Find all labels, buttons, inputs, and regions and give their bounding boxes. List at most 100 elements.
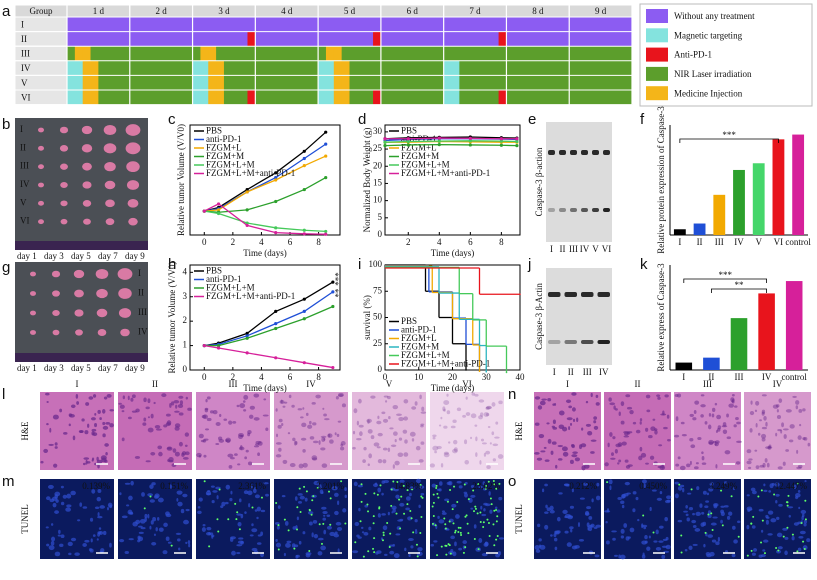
schedule-slot	[74, 46, 84, 61]
nucleus	[409, 486, 415, 490]
cell	[63, 431, 68, 435]
nucleus	[45, 496, 51, 501]
nucleus	[584, 510, 590, 516]
nucleus	[126, 504, 130, 507]
nucleus	[704, 505, 709, 509]
apoptotic-cell	[287, 529, 290, 532]
legend-label: FZGM+L	[206, 143, 242, 153]
schedule-slot	[365, 60, 374, 76]
cell	[181, 452, 185, 457]
schedule-slot	[247, 31, 256, 47]
nucleus	[617, 497, 622, 501]
nucleus	[787, 506, 794, 509]
bar	[703, 357, 720, 370]
group-label: V	[386, 379, 393, 389]
data-point	[437, 142, 441, 147]
cell	[165, 413, 171, 417]
schedule-slot	[506, 31, 515, 47]
cell	[465, 396, 468, 400]
schedule-slot	[129, 46, 139, 61]
cell	[551, 441, 557, 445]
schedule-slot	[537, 75, 547, 90]
nucleus	[147, 493, 153, 497]
schedule-slot	[451, 60, 460, 76]
x-tick-label: 40	[516, 372, 526, 382]
nucleus	[312, 520, 318, 524]
schedule-slot	[247, 90, 256, 105]
tumor	[38, 164, 44, 170]
cell	[541, 398, 548, 401]
nucleus	[298, 501, 303, 504]
cell	[471, 392, 476, 396]
apoptotic-cell	[364, 492, 367, 495]
day-label: day 1	[17, 363, 37, 373]
schedule-slot	[239, 17, 248, 32]
schedule-slot	[106, 31, 115, 47]
tumor	[96, 308, 108, 318]
nucleus	[418, 504, 421, 509]
panel-letter: a	[2, 3, 11, 20]
cell	[432, 434, 437, 438]
nucleus	[768, 490, 772, 493]
significance-label: ***	[722, 130, 736, 140]
cell	[302, 449, 306, 453]
cell	[754, 409, 758, 413]
apoptotic-cell	[435, 487, 438, 490]
band	[570, 150, 577, 155]
nucleus	[451, 503, 457, 508]
apoptotic-cell	[400, 495, 403, 498]
nucleus	[291, 543, 296, 548]
legend-label: Medicine Injection	[674, 88, 743, 98]
cell	[656, 394, 661, 397]
cell	[571, 392, 577, 396]
lane-label: IV	[599, 367, 609, 377]
y-tick-label: 0	[378, 229, 383, 239]
y-tick-label: 4	[183, 266, 188, 276]
schedule-slot	[522, 75, 531, 90]
apoptotic-cell	[305, 490, 308, 493]
cell	[714, 440, 720, 444]
band	[559, 208, 566, 212]
nucleus	[778, 503, 783, 507]
nucleus	[688, 506, 694, 511]
cell	[576, 417, 579, 423]
nucleus	[77, 519, 81, 522]
schedule-slot	[176, 46, 186, 61]
nucleus	[473, 524, 477, 529]
schedule-slot	[223, 46, 233, 61]
nucleus	[333, 533, 339, 538]
schedule-slot	[600, 31, 609, 47]
cell	[153, 401, 156, 405]
nucleus	[62, 494, 68, 499]
cell	[292, 437, 296, 442]
x-tick-label: control	[785, 237, 811, 247]
schedule-slot	[169, 60, 178, 76]
apoptotic-cell	[388, 545, 391, 548]
panel-letter: m	[2, 473, 15, 490]
schedule-slot	[153, 90, 162, 105]
data-point	[202, 209, 206, 213]
cell	[340, 443, 343, 447]
x-tick-label: II	[708, 372, 714, 382]
schedule-slot	[482, 17, 492, 32]
cell	[465, 412, 471, 416]
x-tick-label: 4	[259, 237, 264, 247]
nucleus	[298, 540, 302, 545]
apoptotic-cell	[322, 522, 325, 525]
cell	[429, 463, 435, 468]
schedule-slot	[553, 75, 562, 90]
schedule-slot	[271, 17, 280, 32]
cell	[130, 397, 134, 402]
cell	[650, 426, 656, 432]
nucleus	[59, 543, 64, 547]
schedule-slot	[231, 60, 241, 76]
cell	[568, 426, 571, 431]
apoptotic-cell	[403, 512, 406, 515]
tumor	[60, 181, 68, 189]
header-label: 1 d	[93, 6, 105, 16]
x-tick-label: I	[682, 372, 685, 382]
cell	[621, 441, 627, 446]
nucleus	[342, 508, 347, 513]
nucleus	[569, 515, 573, 518]
schedule-slot	[98, 60, 107, 76]
